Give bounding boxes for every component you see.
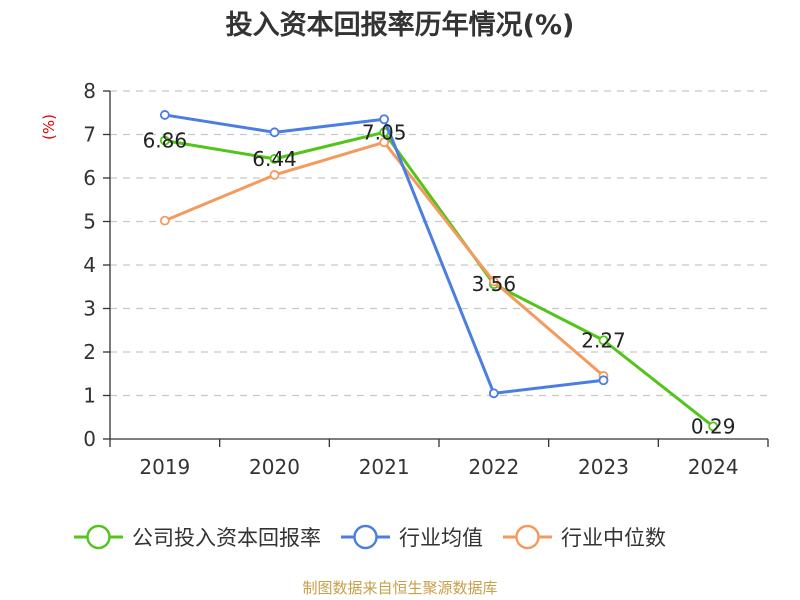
x-tick-label: 2019 [139, 455, 190, 479]
x-axis: 2019 2020 2021 2022 2023 2024 [109, 438, 769, 479]
chart-title: 投入资本回报率历年情况(%) [226, 9, 575, 41]
x-tick-label: 2021 [359, 455, 410, 479]
data-label: 6.44 [252, 147, 297, 171]
x-tick-label: 2023 [578, 455, 629, 479]
legend[interactable]: 公司投入资本回报率 行业均值 行业中位数 [74, 524, 666, 550]
series-lines [159, 110, 719, 432]
data-point[interactable] [598, 375, 609, 386]
data-point[interactable] [488, 388, 499, 399]
data-point[interactable] [379, 137, 390, 148]
legend-label: 公司投入资本回报率 [132, 526, 321, 550]
data-point[interactable] [159, 215, 170, 226]
legend-marker [353, 524, 378, 550]
data-point[interactable] [598, 335, 609, 346]
legend-item[interactable]: 行业中位数 [503, 524, 666, 550]
y-axis-label: (%) [40, 114, 58, 140]
data-point[interactable] [269, 153, 280, 164]
x-tick-label: 2022 [468, 455, 519, 479]
data-label: 7.05 [362, 120, 407, 144]
y-tick-label: 5 [83, 210, 96, 234]
y-tick-label: 8 [83, 79, 96, 103]
data-point[interactable] [159, 135, 170, 146]
data-label: 0.29 [691, 414, 736, 438]
y-tick-label: 6 [83, 166, 96, 190]
data-label: 2.27 [581, 328, 626, 352]
y-tick-label: 0 [83, 427, 96, 451]
y-tick-label: 4 [83, 253, 96, 277]
y-axis: 0 1 2 3 4 5 6 7 8 [83, 79, 111, 451]
y-tick-label: 1 [83, 384, 96, 408]
data-point[interactable] [488, 276, 499, 287]
legend-item[interactable]: 行业均值 [341, 524, 483, 550]
data-point[interactable] [708, 421, 719, 432]
data-point[interactable] [159, 110, 170, 120]
legend-marker [515, 524, 540, 550]
x-tick-label: 2024 [688, 455, 739, 479]
y-tick-label: 3 [83, 297, 96, 321]
legend-label: 行业中位数 [561, 526, 666, 550]
grid-lines [110, 90, 768, 397]
source-note: 制图数据来自恒生聚源数据库 [302, 579, 497, 597]
legend-label: 行业均值 [399, 526, 483, 550]
x-tick-label: 2020 [249, 455, 300, 479]
data-label: 6.86 [143, 129, 188, 153]
data-point[interactable] [379, 114, 390, 125]
legend-marker [86, 524, 111, 550]
series-line [164, 140, 605, 378]
data-point[interactable] [269, 127, 280, 138]
y-tick-label: 2 [83, 340, 96, 364]
legend-item[interactable]: 公司投入资本回报率 [74, 524, 321, 550]
data-point[interactable] [269, 170, 280, 180]
data-labels: 6.86 6.44 7.05 3.56 2.27 0.29 [143, 120, 736, 438]
data-label: 3.56 [472, 272, 517, 296]
y-tick-label: 7 [83, 123, 96, 147]
series-line [164, 130, 715, 428]
